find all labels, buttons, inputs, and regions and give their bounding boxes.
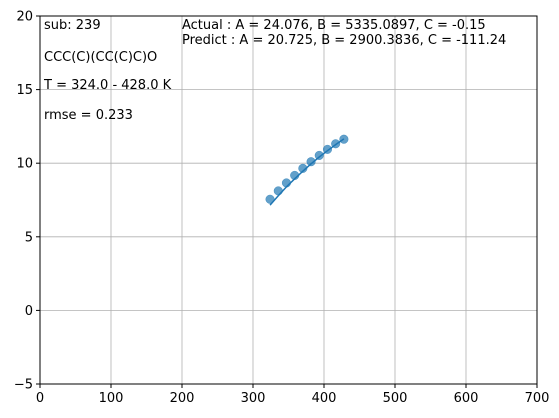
x-tick-label-5: 500	[383, 391, 408, 406]
y-tick-label-1: 0	[25, 304, 33, 319]
x-tick-label-0: 0	[36, 391, 44, 406]
annotation-sub: sub: 239	[44, 18, 101, 33]
annotation-predict: Predict : A = 20.725, B = 2900.3836, C =…	[182, 33, 506, 48]
data-point-1	[273, 186, 283, 196]
x-tick-label-1: 100	[99, 391, 124, 406]
annotation-temperature-range: T = 324.0 - 428.0 K	[43, 78, 172, 93]
y-tick-label-3: 10	[16, 157, 33, 172]
x-tick-label-3: 300	[241, 391, 266, 406]
annotation-rmse: rmse = 0.233	[44, 108, 133, 123]
x-tick-label-2: 200	[170, 391, 195, 406]
plot-frame	[39, 15, 538, 385]
x-tick-label-4: 400	[312, 391, 337, 406]
series-layer	[265, 134, 349, 206]
x-tick-label-6: 600	[454, 391, 479, 406]
annotation-smiles: CCC(C)(CC(C)C)O	[44, 50, 157, 65]
series-line-1	[269, 138, 345, 206]
annotation-actual: Actual : A = 24.076, B = 5335.0897, C = …	[182, 18, 486, 33]
data-point-6	[314, 150, 324, 160]
x-tick-label-7: 700	[525, 391, 550, 406]
y-tick-label-0: −5	[14, 378, 33, 393]
grid	[39, 15, 538, 385]
data-point-4	[298, 163, 308, 173]
y-tick-label-4: 15	[16, 83, 33, 98]
data-point-5	[306, 157, 316, 167]
y-tick-label-2: 5	[25, 230, 33, 245]
y-tick-label-5: 20	[16, 10, 33, 25]
